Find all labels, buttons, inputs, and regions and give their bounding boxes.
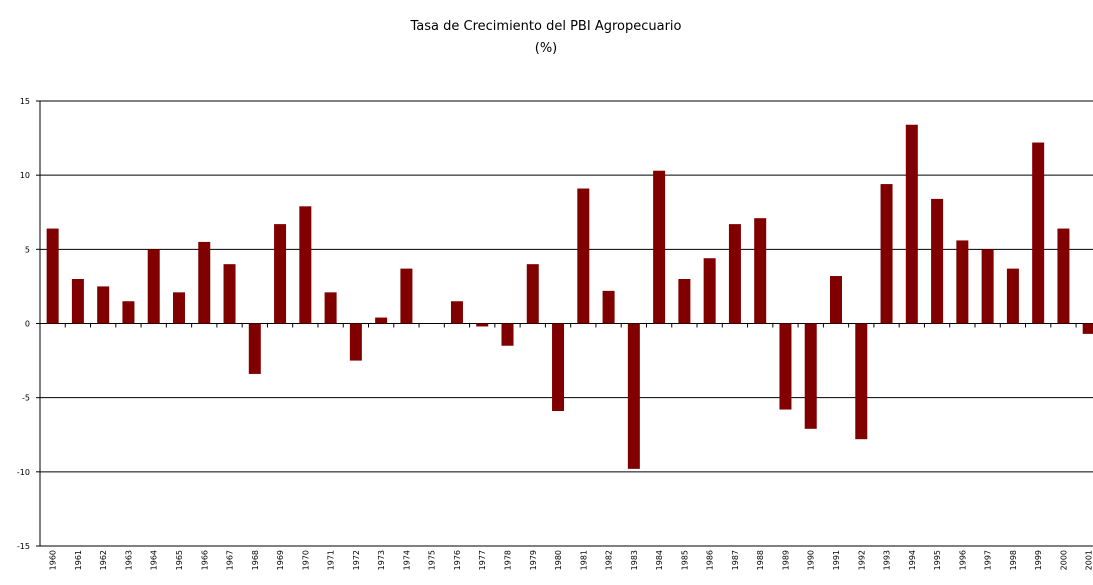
bar: [804, 323, 817, 429]
bar: [198, 241, 211, 324]
bar: [905, 124, 918, 324]
bar: [754, 218, 767, 324]
x-tick-label: 1970: [301, 550, 310, 570]
bar: [223, 264, 236, 324]
bar: [97, 286, 110, 324]
x-tick-label: 1987: [731, 550, 740, 570]
bar: [577, 188, 590, 324]
x-tick-label: 1993: [883, 550, 892, 570]
bar: [552, 323, 565, 412]
x-tick-label: 1988: [756, 550, 765, 570]
x-tick-label: 1977: [478, 550, 487, 570]
y-tick-label: 15: [20, 97, 30, 106]
x-tick-label: 1990: [807, 550, 816, 570]
y-tick-label: -15: [17, 542, 30, 551]
bar: [172, 292, 185, 324]
bar: [880, 184, 893, 324]
x-tick-label: 1996: [958, 550, 967, 570]
bar: [1057, 228, 1070, 324]
x-tick-label: 1997: [984, 550, 993, 570]
bar: [1032, 142, 1045, 324]
x-tick-label: 2001: [1085, 550, 1093, 570]
x-tick-label: 1978: [503, 550, 512, 570]
x-tick-label: 1989: [781, 550, 790, 570]
bar: [931, 198, 944, 324]
bar: [602, 290, 615, 324]
bar: [375, 317, 388, 324]
x-tick-label: 1984: [655, 550, 664, 570]
x-tick-label: 1967: [226, 550, 235, 570]
x-tick-label: 1972: [352, 550, 361, 570]
x-tick-label: 1975: [428, 550, 437, 570]
x-tick-label: 1981: [579, 550, 588, 570]
x-tick-label: 1971: [327, 550, 336, 570]
bar: [1082, 323, 1093, 334]
chart-title: Tasa de Crecimiento del PBI Agropecuario: [410, 19, 682, 34]
bar: [501, 323, 514, 346]
bar: [653, 170, 666, 324]
x-tick-label: 2000: [1059, 550, 1068, 570]
bar: [274, 224, 287, 324]
bar: [46, 228, 59, 324]
bar: [248, 323, 261, 374]
bar: [703, 258, 716, 324]
bar: [71, 279, 84, 324]
x-tick-label: 1973: [377, 550, 386, 570]
bar: [400, 268, 413, 324]
x-tick-label: 1999: [1034, 550, 1043, 570]
x-tick-label: 1968: [251, 550, 260, 570]
x-tick-label: 1980: [554, 550, 563, 570]
x-tick-label: 1995: [933, 550, 942, 570]
bar: [349, 323, 362, 361]
bar: [627, 323, 640, 469]
x-tick-label: 1986: [706, 550, 715, 570]
x-tick-label: 1966: [200, 550, 209, 570]
x-tick-label: 1965: [175, 550, 184, 570]
bar: [526, 264, 539, 324]
x-tick-label: 1969: [276, 550, 285, 570]
x-tick-label: 1992: [857, 550, 866, 570]
bar: [122, 301, 135, 324]
y-tick-label: 10: [20, 171, 30, 180]
bar: [476, 323, 489, 327]
x-tick-label: 1979: [529, 550, 538, 570]
bar: [147, 249, 160, 324]
bar: [678, 279, 691, 324]
x-tick-label: 1963: [124, 550, 133, 570]
x-tick-label: 1985: [680, 550, 689, 570]
x-tick-label: 1991: [832, 550, 841, 570]
x-tick-label: 1976: [453, 550, 462, 570]
x-tick-label: 1994: [908, 550, 917, 570]
bar: [855, 323, 868, 440]
x-tick-label: 1983: [630, 550, 639, 570]
x-tick-label: 1974: [402, 550, 411, 570]
y-tick-label: -10: [17, 468, 30, 477]
chart-subtitle: (%): [535, 41, 558, 56]
x-tick-label: 1962: [99, 550, 108, 570]
bar: [728, 224, 741, 324]
bar: [299, 206, 312, 324]
bar: [779, 323, 792, 410]
bar: [956, 240, 969, 324]
bar: [324, 292, 337, 324]
x-tick-label: 1961: [74, 550, 83, 570]
x-tick-label: 1960: [49, 550, 58, 570]
y-tick-label: 0: [25, 320, 30, 329]
y-tick-label: -5: [22, 394, 30, 403]
bar: [1006, 268, 1019, 324]
x-tick-label: 1964: [150, 550, 159, 570]
x-tick-label: 1998: [1009, 550, 1018, 570]
bar: [450, 301, 463, 324]
x-tick-label: 1982: [605, 550, 614, 570]
bar: [830, 276, 843, 324]
bar: [981, 249, 994, 324]
y-tick-label: 5: [25, 245, 30, 254]
